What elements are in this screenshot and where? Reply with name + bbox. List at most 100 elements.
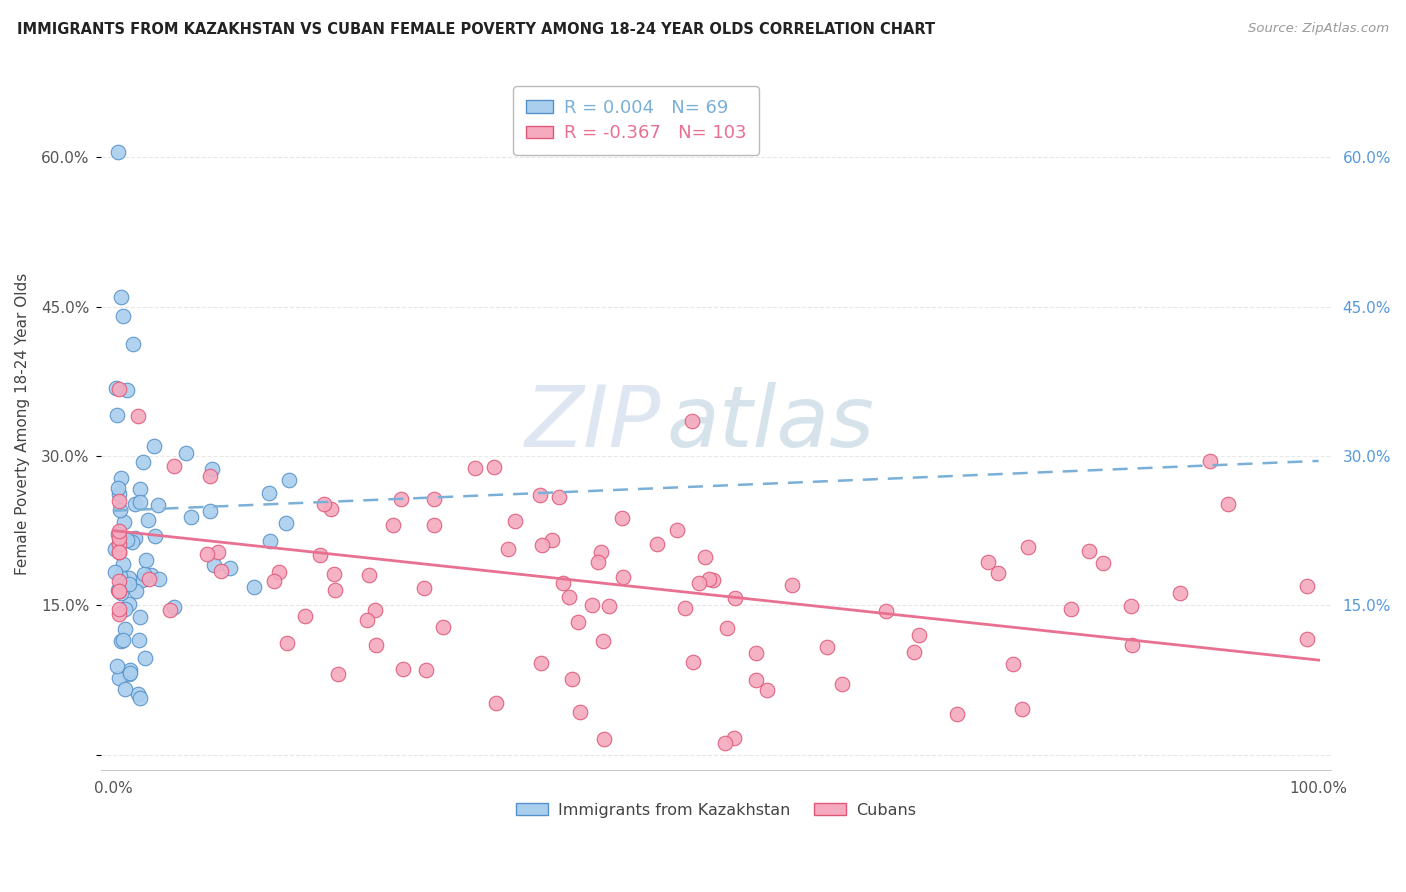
Point xyxy=(561,672,583,686)
Point xyxy=(108,524,131,538)
Point xyxy=(129,691,152,706)
Point xyxy=(1092,556,1115,570)
Point xyxy=(309,548,332,562)
Point xyxy=(326,667,349,681)
Point xyxy=(321,502,343,516)
Point xyxy=(125,584,148,599)
Point xyxy=(118,667,141,681)
Point xyxy=(598,599,620,613)
Point xyxy=(202,558,225,573)
Point xyxy=(612,570,634,584)
Point xyxy=(108,536,131,550)
Point xyxy=(553,575,575,590)
Point xyxy=(1017,540,1039,554)
Point xyxy=(745,673,768,687)
Point xyxy=(115,533,138,547)
Point xyxy=(724,591,747,605)
Point xyxy=(124,531,146,545)
Point xyxy=(107,145,129,160)
Point xyxy=(413,581,436,595)
Point xyxy=(382,517,405,532)
Point xyxy=(107,481,129,495)
Point xyxy=(108,493,131,508)
Point xyxy=(569,705,592,719)
Point xyxy=(114,577,136,591)
Point xyxy=(946,707,969,722)
Point xyxy=(108,574,131,589)
Point xyxy=(673,601,696,615)
Point xyxy=(118,576,141,591)
Point xyxy=(134,650,156,665)
Point xyxy=(391,492,413,507)
Point xyxy=(108,487,131,501)
Point xyxy=(529,488,551,502)
Point xyxy=(263,574,285,589)
Point xyxy=(977,555,1000,569)
Point xyxy=(782,578,804,592)
Point xyxy=(107,658,129,673)
Point xyxy=(143,439,166,453)
Point xyxy=(108,382,131,396)
Point xyxy=(267,565,290,579)
Point xyxy=(359,567,381,582)
Point xyxy=(121,534,143,549)
Point xyxy=(163,599,186,614)
Text: IMMIGRANTS FROM KAZAKHSTAN VS CUBAN FEMALE POVERTY AMONG 18-24 YEAR OLDS CORRELA: IMMIGRANTS FROM KAZAKHSTAN VS CUBAN FEMA… xyxy=(17,22,935,37)
Point xyxy=(114,622,136,636)
Point xyxy=(666,523,689,537)
Point xyxy=(107,583,129,598)
Point xyxy=(423,518,446,533)
Point xyxy=(1295,579,1317,593)
Point xyxy=(593,732,616,747)
Point xyxy=(243,580,266,594)
Point xyxy=(118,663,141,677)
Point xyxy=(124,497,146,511)
Point xyxy=(1199,454,1222,468)
Point xyxy=(277,473,299,487)
Point xyxy=(128,633,150,648)
Point xyxy=(986,566,1008,580)
Point xyxy=(200,461,222,475)
Point xyxy=(110,471,132,485)
Point xyxy=(682,655,704,669)
Point xyxy=(1078,544,1101,558)
Point xyxy=(294,609,316,624)
Point xyxy=(143,529,166,543)
Point xyxy=(108,545,131,559)
Point xyxy=(128,482,150,496)
Point xyxy=(699,572,721,586)
Point xyxy=(756,683,779,698)
Point xyxy=(356,613,378,627)
Point xyxy=(132,455,155,469)
Point xyxy=(831,677,853,691)
Point xyxy=(138,572,160,586)
Point xyxy=(115,383,138,397)
Point xyxy=(323,582,346,597)
Point xyxy=(112,310,135,324)
Point xyxy=(415,664,437,678)
Point xyxy=(1168,586,1191,600)
Point xyxy=(592,634,614,648)
Y-axis label: Female Poverty Among 18-24 Year Olds: Female Poverty Among 18-24 Year Olds xyxy=(15,272,30,574)
Point xyxy=(174,446,197,460)
Point xyxy=(129,495,152,509)
Text: ZIP: ZIP xyxy=(524,382,661,465)
Point xyxy=(108,544,131,558)
Point xyxy=(108,583,131,598)
Point xyxy=(548,490,571,504)
Point xyxy=(114,601,136,615)
Point xyxy=(163,458,186,473)
Point xyxy=(312,497,335,511)
Point xyxy=(908,628,931,642)
Point xyxy=(482,459,505,474)
Point xyxy=(198,504,221,518)
Point xyxy=(815,640,838,655)
Point xyxy=(392,662,415,676)
Point xyxy=(209,564,232,578)
Point xyxy=(612,511,634,525)
Point xyxy=(1060,602,1083,616)
Point xyxy=(274,516,297,530)
Point xyxy=(108,583,131,598)
Point xyxy=(127,409,149,423)
Point xyxy=(118,571,141,585)
